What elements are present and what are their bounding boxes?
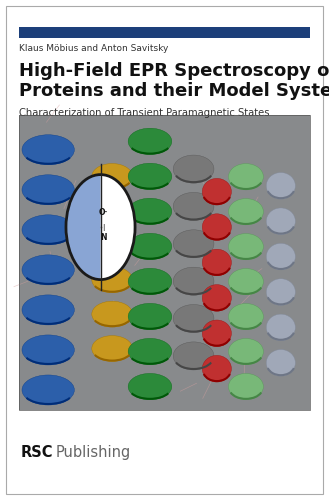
Ellipse shape [128,268,172,294]
Ellipse shape [266,350,295,376]
Ellipse shape [202,356,231,382]
Bar [19,115,310,410]
Ellipse shape [228,234,264,260]
Ellipse shape [266,314,295,340]
Ellipse shape [202,284,231,311]
Ellipse shape [173,342,214,370]
Ellipse shape [22,375,74,405]
Ellipse shape [266,278,295,305]
Ellipse shape [228,164,264,190]
Ellipse shape [128,234,172,260]
Text: Characterization of Transient Paramagnetic States: Characterization of Transient Paramagnet… [19,108,269,118]
Ellipse shape [173,155,214,183]
Ellipse shape [22,215,74,245]
Ellipse shape [92,336,133,361]
Ellipse shape [228,198,264,225]
Ellipse shape [92,198,133,224]
Ellipse shape [228,374,264,400]
Ellipse shape [173,230,214,258]
Ellipse shape [228,268,264,295]
Bar [19,115,310,410]
Ellipse shape [92,301,133,327]
Wedge shape [66,174,101,280]
Ellipse shape [266,172,295,199]
Text: O·: O· [99,208,109,216]
Ellipse shape [128,374,172,400]
Ellipse shape [22,175,74,205]
Text: RSC: RSC [20,445,53,460]
Ellipse shape [22,295,74,325]
Ellipse shape [202,178,231,205]
Text: N: N [101,232,107,241]
Ellipse shape [173,304,214,332]
Circle shape [66,174,135,280]
Ellipse shape [92,164,133,190]
Text: Publishing: Publishing [56,445,131,460]
Bar [19,27,310,38]
Ellipse shape [22,335,74,365]
Text: |: | [103,224,105,230]
Ellipse shape [22,135,74,165]
Text: Klaus Möbius and Anton Savitsky: Klaus Möbius and Anton Savitsky [19,44,168,53]
Ellipse shape [202,320,231,346]
Ellipse shape [128,198,172,224]
Ellipse shape [202,214,231,240]
Ellipse shape [173,192,214,220]
Ellipse shape [228,304,264,330]
Ellipse shape [228,338,264,364]
Ellipse shape [202,249,231,276]
Ellipse shape [128,304,172,330]
Ellipse shape [128,128,172,154]
Ellipse shape [92,232,133,258]
Ellipse shape [92,267,133,292]
Ellipse shape [266,208,295,234]
Ellipse shape [266,244,295,270]
Text: High-Field EPR Spectroscopy on
Proteins and their Model Systems: High-Field EPR Spectroscopy on Proteins … [19,62,329,100]
Ellipse shape [173,267,214,295]
Ellipse shape [128,164,172,190]
Ellipse shape [22,255,74,285]
Ellipse shape [128,338,172,364]
